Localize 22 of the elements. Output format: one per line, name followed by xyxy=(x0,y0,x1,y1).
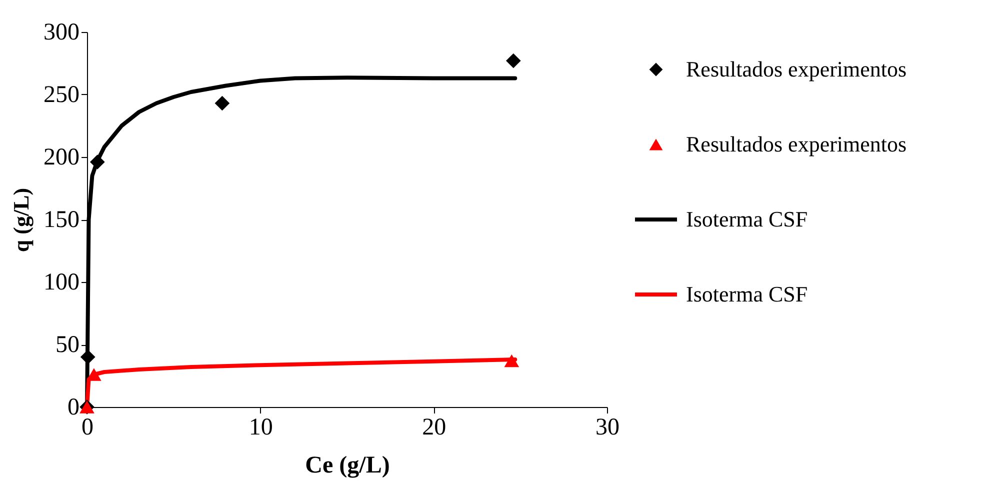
x-tick-label: 20 xyxy=(422,414,446,440)
legend-label: Resultados experimentos xyxy=(686,132,907,156)
y-tick-label: 250 xyxy=(44,82,80,108)
point xyxy=(504,354,520,368)
point xyxy=(86,368,102,381)
y-axis-title: q (g/L) xyxy=(8,188,34,252)
y-tick-label: 200 xyxy=(44,144,80,170)
point xyxy=(90,154,105,170)
x-axis-title: Ce (g/L) xyxy=(305,452,390,478)
legend-label: Isoterma CSF xyxy=(686,282,808,306)
x-tick-label: 30 xyxy=(596,414,620,440)
y-tick-label: 0 xyxy=(68,394,80,420)
legend-label: Resultados experimentos xyxy=(686,56,907,82)
y-tick-label: 150 xyxy=(44,207,80,233)
y-tick-label: 300 xyxy=(44,20,80,46)
point xyxy=(214,96,230,111)
point xyxy=(506,53,521,68)
x-tick-label: 10 xyxy=(248,414,273,440)
point xyxy=(80,350,96,364)
y-tick-label: 100 xyxy=(44,270,80,296)
y-tick-label: 50 xyxy=(56,332,80,358)
legend-label: Isoterma CSF xyxy=(686,206,808,232)
